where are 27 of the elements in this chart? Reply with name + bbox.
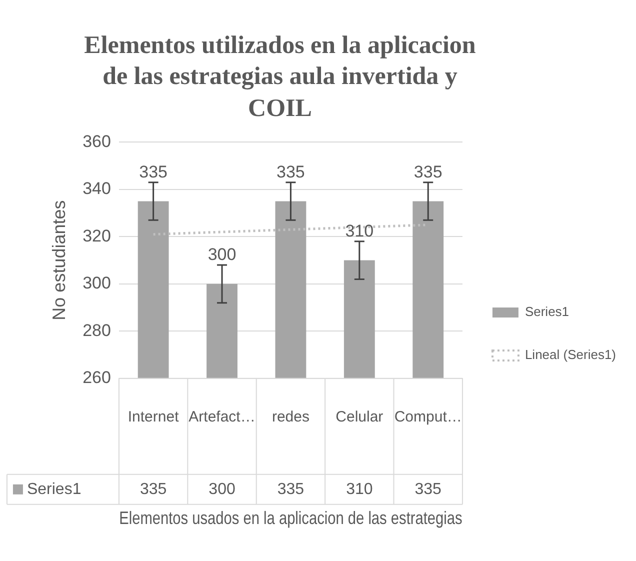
text: 335	[276, 162, 305, 182]
data-label: 335	[414, 480, 442, 498]
text: 335	[139, 162, 168, 182]
x-tick-label: Comput…	[394, 408, 462, 426]
y-tick-label: 300	[82, 273, 111, 292]
x-tick-label: redes	[272, 408, 310, 426]
y-tick-label: 320	[82, 226, 111, 246]
y-tick-label: 280	[82, 320, 111, 340]
text: Series1	[524, 304, 570, 319]
data-label: 335	[140, 480, 167, 498]
data-label: 310	[346, 480, 373, 498]
text: 300	[208, 244, 236, 264]
x-axis-title: Elementos usados en la aplicacion de las estrategias	[119, 508, 462, 528]
y-axis-title: No estudiantes	[48, 200, 69, 320]
data-label: 300	[208, 480, 236, 498]
y-tick-label: 360	[82, 132, 111, 151]
x-tick-label: Internet	[128, 408, 180, 426]
y-tick-label: 340	[82, 178, 111, 198]
legend-label: Series1	[26, 480, 82, 498]
legend-label: Lineal (Series1)	[524, 346, 616, 362]
data-label: 335	[277, 480, 304, 498]
x-tick-label: Artefact…	[188, 408, 256, 426]
chart-title: Elementos utilizados en la aplicacion de las estrategias aula invertida y COIL	[83, 31, 477, 124]
text: 310	[345, 221, 374, 240]
text: 335	[414, 162, 442, 182]
x-tick-label: Celular	[336, 408, 384, 426]
y-tick-label: 260	[82, 368, 111, 387]
